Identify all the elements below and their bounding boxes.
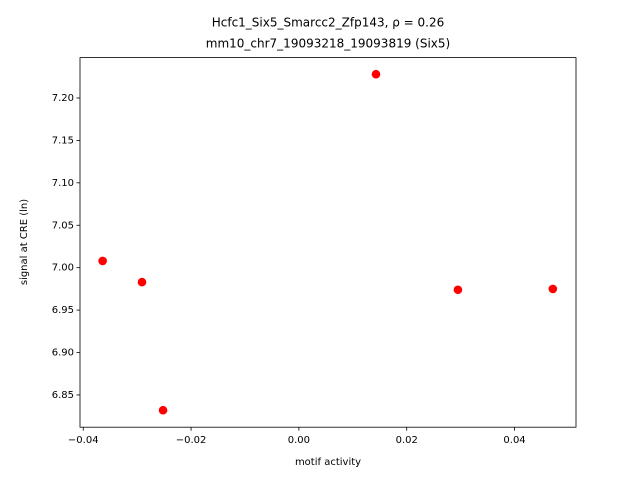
y-tick-label: 7.10 (52, 178, 74, 189)
point (548, 284, 558, 294)
y-tick-label: 7.05 (52, 220, 74, 231)
y-tick-label: 7.00 (52, 263, 74, 274)
chart-title: Hcfc1_Six5_Smarcc2_Zfp143, ρ = 0.26 (212, 16, 445, 30)
point (98, 256, 107, 266)
x-tick-label: 0.02 (396, 435, 418, 446)
x-tick-label: 0.04 (503, 435, 525, 446)
x-tick-label: −0.04 (68, 435, 99, 446)
x-tick-label: 0.00 (288, 435, 310, 446)
y-axis-label: signal at CRE (ln) (19, 199, 30, 285)
x-axis-label: motif activity (295, 457, 361, 468)
y-tick-label: 7.15 (52, 135, 74, 146)
point (371, 69, 381, 79)
y-tick-label: 6.90 (52, 348, 74, 359)
x-tick-label: −0.02 (176, 435, 207, 446)
y-tick-label: 6.95 (52, 305, 74, 316)
y-tick-label: 6.85 (52, 390, 74, 401)
plot-frame (79, 57, 577, 428)
chart-subtitle: mm10_chr7_19093218_19093819 (Six5) (206, 37, 450, 51)
point (137, 277, 147, 287)
point (158, 405, 168, 415)
y-tick-label: 7.20 (52, 93, 74, 104)
point (453, 285, 463, 295)
